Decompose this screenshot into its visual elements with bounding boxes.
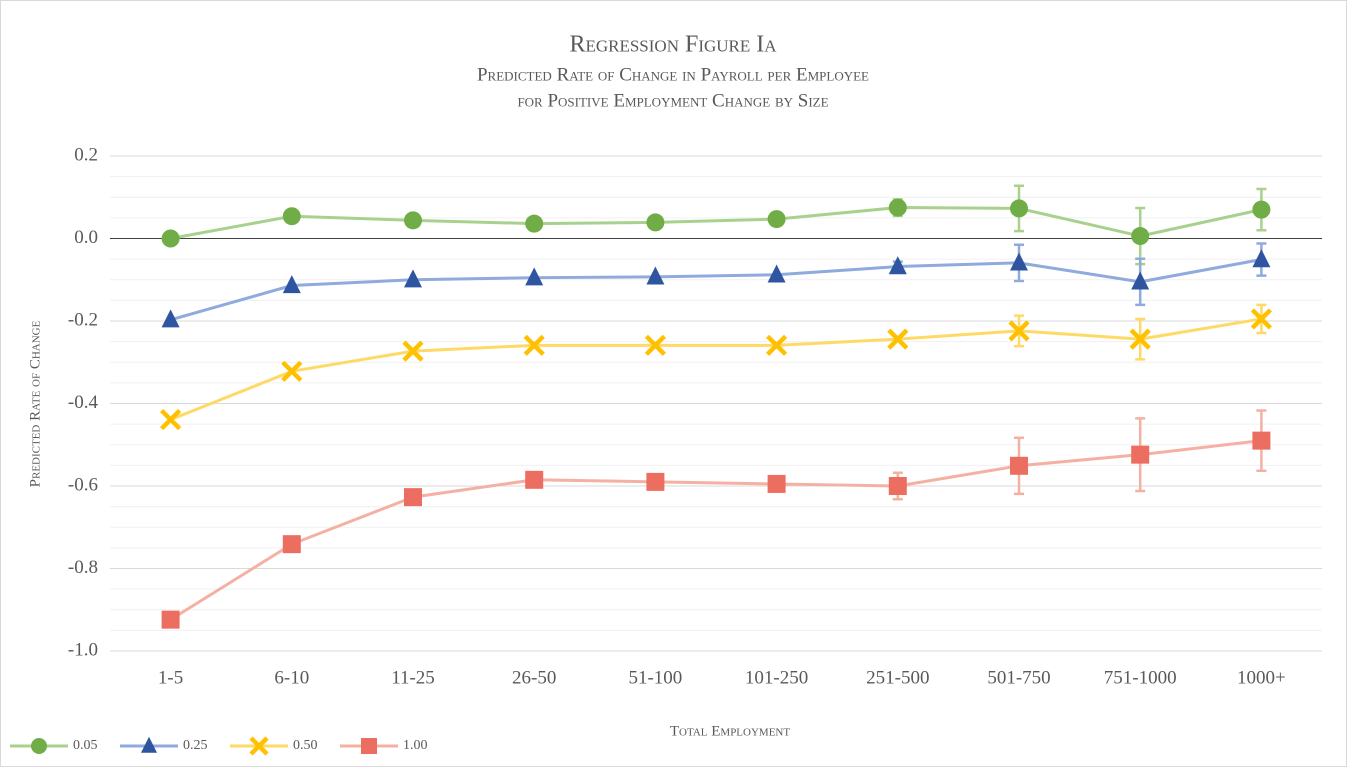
marker (282, 535, 301, 554)
marker (1131, 271, 1150, 290)
chart-subtitle: Predicted Rate of Change in Payroll per … (477, 64, 869, 85)
marker (888, 477, 907, 495)
y-tick-label: -1.0 (68, 639, 98, 660)
marker (523, 334, 545, 356)
marker (404, 211, 422, 230)
chart-title: Regression Figure Ia (569, 32, 777, 58)
legend-label: 1.00 (403, 738, 428, 753)
x-tick-label: 11-25 (391, 667, 435, 688)
marker (404, 269, 422, 288)
legend-label: 0.25 (183, 738, 208, 753)
marker (161, 309, 180, 328)
marker (888, 256, 907, 275)
marker (525, 470, 544, 489)
y-tick-label: -0.2 (68, 309, 98, 330)
x-tick-label: 501-750 (987, 667, 1050, 688)
marker (160, 408, 182, 431)
series-line (170, 206, 1262, 240)
series-line (170, 317, 1262, 421)
marker (887, 328, 909, 350)
marker (282, 207, 301, 226)
legend-marker (31, 738, 47, 754)
marker (766, 334, 788, 356)
marker (767, 264, 786, 283)
marker (1010, 456, 1028, 475)
marker (1010, 252, 1028, 271)
marker (525, 267, 544, 286)
series-line (169, 439, 1262, 621)
chart-subtitle: for Positive Employment Change by Size (517, 90, 828, 111)
legend-label: 0.50 (293, 738, 318, 753)
y-tick-label: -0.6 (68, 474, 98, 495)
marker (1252, 200, 1271, 219)
marker (767, 474, 786, 493)
marker (644, 334, 666, 356)
marker (646, 472, 665, 491)
marker (281, 360, 303, 382)
marker (161, 610, 180, 629)
x-axis-label: Total Employment (670, 723, 790, 739)
marker (1252, 431, 1271, 450)
marker (161, 229, 180, 248)
marker (767, 210, 786, 229)
legend-marker (141, 736, 157, 753)
marker (282, 275, 301, 294)
marker (525, 214, 544, 233)
x-tick-label: 26-50 (512, 667, 556, 688)
marker (1250, 308, 1272, 330)
y-tick-label: -0.4 (68, 392, 99, 413)
marker (1131, 227, 1150, 246)
y-tick-label: 0.0 (74, 227, 98, 248)
y-axis-label: Predicted Rate of Change (27, 320, 43, 487)
marker (1252, 249, 1271, 268)
marker (646, 266, 665, 285)
x-tick-label: 6-10 (274, 667, 309, 688)
marker (1129, 328, 1151, 350)
x-tick-label: 101-250 (745, 667, 808, 688)
marker (404, 488, 422, 507)
marker (1010, 199, 1028, 218)
legend-marker (249, 736, 269, 756)
y-tick-label: -0.8 (68, 557, 98, 578)
x-tick-label: 251-500 (866, 667, 929, 688)
y-tick-label: 0.2 (74, 144, 98, 165)
x-tick-label: 751-1000 (1104, 667, 1177, 688)
marker (646, 213, 665, 232)
marker (888, 198, 907, 217)
legend-marker (361, 738, 377, 754)
marker (402, 340, 424, 362)
marker (1131, 445, 1150, 464)
x-tick-label: 1000+ (1237, 667, 1286, 688)
x-tick-label: 51-100 (628, 667, 682, 688)
x-tick-label: 1-5 (158, 667, 183, 688)
series-line (170, 258, 1262, 322)
marker (1008, 320, 1030, 342)
legend-label: 0.05 (73, 738, 98, 753)
